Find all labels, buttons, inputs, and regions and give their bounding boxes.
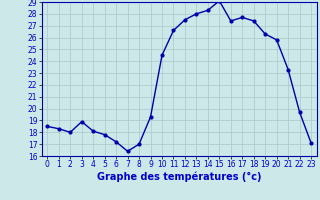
X-axis label: Graphe des températures (°c): Graphe des températures (°c) [97,172,261,182]
